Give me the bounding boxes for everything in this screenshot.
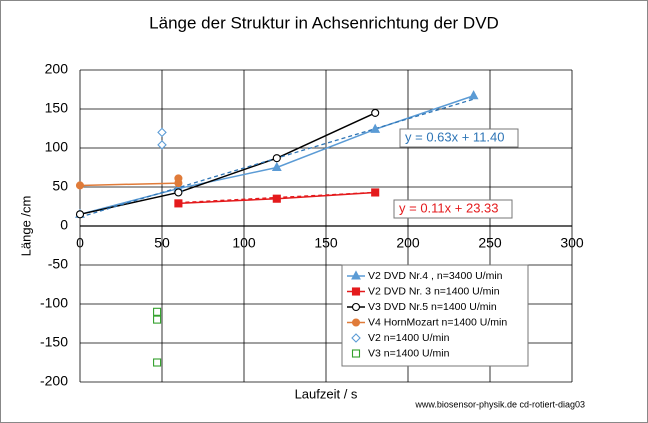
legend-label: V3 n=1400 U/min xyxy=(368,347,450,359)
legend-label: V2 n=1400 U/min xyxy=(368,332,450,344)
marker xyxy=(371,108,380,117)
x-tick-label: 100 xyxy=(232,235,256,251)
series-line xyxy=(79,112,376,216)
legend-marker xyxy=(351,318,361,327)
y-tick-label: -200 xyxy=(40,373,68,389)
equation-label: y = 0.11x + 23.33 xyxy=(393,199,513,219)
equation-text: y = 0.63x + 11.40 xyxy=(405,129,505,144)
legend-label: V3 DVD Nr.5 n=1400 U/min xyxy=(368,301,497,313)
legend-marker xyxy=(351,270,361,280)
x-tick-label: 300 xyxy=(560,235,584,251)
equation-box xyxy=(393,199,513,219)
legend-label: V4 HornMozart n=1400 U/min xyxy=(368,316,507,328)
marker xyxy=(153,358,162,367)
marker xyxy=(271,161,282,172)
y-tick-label: -50 xyxy=(48,256,68,272)
legend-label: V2 DVD Nr.4 , n=3400 U/min xyxy=(368,270,503,282)
legend-marker xyxy=(351,349,361,358)
x-tick-label: 200 xyxy=(396,235,420,251)
legend: V2 DVD Nr.4 , n=3400 U/min V2 DVD Nr. 3 n… xyxy=(341,264,529,367)
legend-label: V2 DVD Nr. 3 n=1400 U/min xyxy=(368,285,500,297)
x-tick-label: 250 xyxy=(478,235,502,251)
marker xyxy=(272,154,281,163)
marker xyxy=(153,315,162,324)
marker xyxy=(174,188,183,197)
marker xyxy=(468,90,479,100)
legend-marker xyxy=(351,287,361,296)
marker xyxy=(272,194,281,203)
equation-label: y = 0.63x + 11.40 xyxy=(399,128,519,148)
marker xyxy=(75,181,85,190)
marker xyxy=(75,210,85,219)
y-tick-label: 200 xyxy=(45,61,69,77)
legend-box xyxy=(341,264,529,367)
legend-marker xyxy=(351,302,361,312)
equation-box xyxy=(399,128,519,148)
marker xyxy=(174,174,183,183)
y-tick-label: 150 xyxy=(45,100,69,116)
marker xyxy=(153,307,162,316)
y-tick-label: -150 xyxy=(40,334,68,350)
y-tick-label: 0 xyxy=(60,217,68,233)
legend-marker xyxy=(351,333,361,343)
marker xyxy=(370,123,381,133)
x-tick-label: 50 xyxy=(154,235,170,251)
x-tick-label: 150 xyxy=(314,235,338,251)
y-tick-label: -100 xyxy=(40,295,68,311)
marker xyxy=(157,140,167,150)
marker xyxy=(157,127,167,138)
x-tick-label: 0 xyxy=(76,235,84,251)
y-axis-label: Länge /cm xyxy=(18,196,33,257)
x-axis-label: Laufzeit / s xyxy=(295,386,358,401)
y-tick-label: 50 xyxy=(52,178,68,194)
equation-text: y = 0.11x + 23.33 xyxy=(399,200,499,215)
footer: www.biosensor-physik.de cd-rotiert-diag0… xyxy=(414,399,585,409)
marker xyxy=(174,199,183,208)
chart-title: Länge der Struktur in Achsenrichtung der… xyxy=(149,13,499,32)
marker xyxy=(371,188,380,197)
y-tick-label: 100 xyxy=(45,139,69,155)
